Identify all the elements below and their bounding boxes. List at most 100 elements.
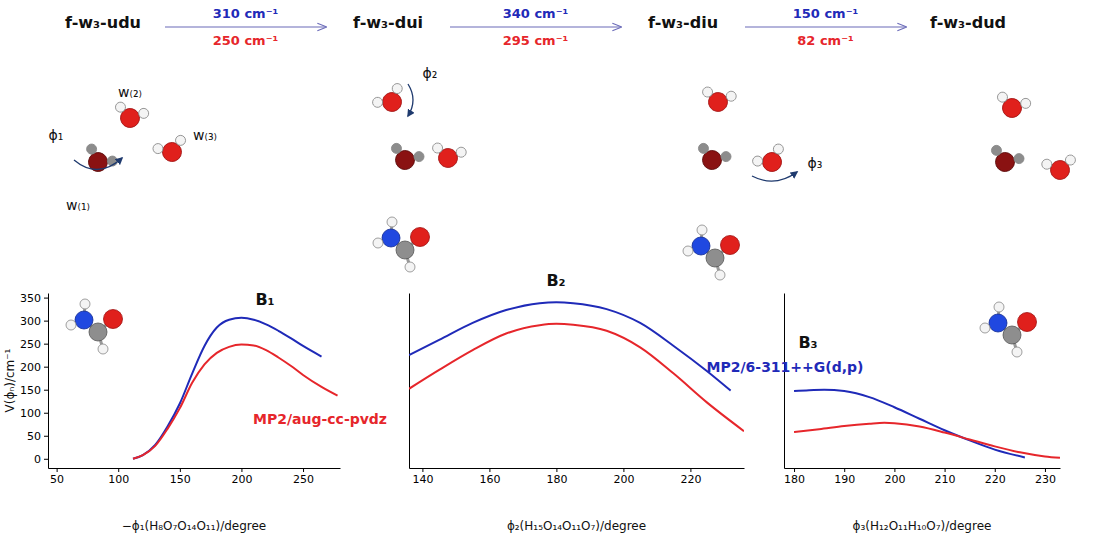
- axis-line: [49, 468, 341, 469]
- oxygen: [721, 236, 740, 255]
- molecule-label: w₍₂₎: [118, 84, 142, 100]
- tick: 160: [479, 468, 500, 486]
- hydrogen: [85, 142, 99, 156]
- oxygen: [1018, 313, 1037, 332]
- tick-label: 300: [20, 315, 41, 328]
- annotation: MP2/6-311++G(d,p): [707, 359, 864, 375]
- hydrogen: [152, 142, 165, 155]
- axis-line: [410, 468, 745, 469]
- hydrogen: [390, 82, 404, 96]
- hydrogen: [715, 270, 725, 280]
- barrier-label: 250 cm⁻¹: [213, 33, 278, 48]
- water: [79, 142, 120, 178]
- tick-mark: [623, 468, 624, 472]
- tick-mark: [945, 468, 946, 472]
- structure-label: f-w₃-dud: [930, 13, 1006, 32]
- tick: 220: [985, 468, 1006, 486]
- hydrogen: [455, 146, 467, 158]
- tick-mark: [995, 468, 996, 472]
- tick-label: 350: [20, 292, 41, 305]
- tick: 300: [20, 315, 48, 328]
- water: [993, 91, 1032, 122]
- water: [430, 142, 467, 170]
- series-line: [409, 324, 744, 431]
- nitrogen: [75, 311, 93, 329]
- molecule-label: w₍₃₎: [193, 127, 217, 143]
- hydrogen: [1013, 152, 1026, 165]
- tick-label: 100: [20, 407, 41, 420]
- plot-area: [794, 390, 1060, 458]
- nitrogen: [692, 237, 710, 255]
- hydrogen: [725, 90, 737, 102]
- plot-area: [409, 302, 744, 431]
- tick: 180: [784, 468, 805, 486]
- structure-label: f-w₃-diu: [648, 13, 718, 32]
- tick-label: 180: [546, 473, 567, 486]
- tick-label: 180: [784, 473, 805, 486]
- tick-mark: [44, 344, 48, 345]
- tick-label: 140: [412, 473, 433, 486]
- x-axis: 180190200210220230: [784, 468, 1060, 486]
- tick-mark: [44, 390, 48, 391]
- tick: 50: [27, 430, 48, 443]
- tick-mark: [44, 367, 48, 368]
- tick-mark: [556, 468, 557, 472]
- tick-label: 100: [108, 473, 129, 486]
- water: [386, 142, 426, 175]
- transition-arrow: [450, 26, 621, 27]
- carbon: [89, 323, 107, 341]
- panel-title: B₁: [255, 290, 274, 309]
- tick-label: 200: [884, 473, 905, 486]
- tick-label: 250: [20, 338, 41, 351]
- tick-label: 50: [50, 473, 64, 486]
- hydrogen: [387, 217, 397, 227]
- panel: 50100150200250050100150200250300350−ϕ₁(H…: [3, 290, 387, 533]
- axis-line: [409, 294, 410, 469]
- tick-mark: [57, 468, 58, 472]
- x-axis-title: ϕ₃(H₁₂O₁₁H₁₀O₇)/degree: [853, 519, 992, 533]
- tick-mark: [118, 468, 119, 472]
- tick-mark: [489, 468, 490, 472]
- hydrogen: [702, 86, 714, 98]
- hydrogen: [697, 142, 710, 155]
- rotation-arrow: [752, 172, 797, 181]
- hydrogen: [174, 134, 187, 147]
- tick: 50: [50, 468, 64, 486]
- hydrogen: [80, 299, 90, 309]
- barrier-label: 150 cm⁻¹: [793, 6, 858, 21]
- transition-arrow: [745, 26, 906, 27]
- tick: 250: [293, 468, 314, 486]
- tick: 200: [20, 361, 48, 374]
- tick-label: 190: [834, 473, 855, 486]
- water: [152, 134, 192, 167]
- hydrogen: [114, 101, 126, 113]
- water: [111, 101, 150, 132]
- hydrogen: [994, 302, 1004, 312]
- molecule-label: w₍₁₎: [66, 197, 90, 213]
- axis-line: [784, 294, 785, 469]
- tick-mark: [422, 468, 423, 472]
- formamide: [683, 225, 740, 280]
- carbon: [706, 249, 724, 267]
- barrier-label: 340 cm⁻¹: [503, 6, 568, 21]
- barrier-label: 82 cm⁻¹: [797, 33, 853, 48]
- panel: 180190200210220230ϕ₃(H₁₂O₁₁H₁₀O₇)/degree…: [707, 294, 1061, 534]
- tick: 200: [884, 468, 905, 486]
- tick: 100: [20, 407, 48, 420]
- tick: 150: [20, 384, 48, 397]
- x-axis-title: −ϕ₁(H₈O₇O₁₄O₁₁)/degree: [122, 519, 266, 533]
- panel-title: B₃: [798, 333, 817, 352]
- formamide: [373, 217, 430, 272]
- tick-mark: [894, 468, 895, 472]
- hydrogen: [432, 142, 444, 154]
- tick: 0: [34, 453, 48, 466]
- water: [1041, 154, 1078, 182]
- y-axis: [784, 294, 785, 469]
- tick: 220: [680, 468, 701, 486]
- tick: 140: [412, 468, 433, 486]
- barrier-label: 295 cm⁻¹: [503, 33, 568, 48]
- hydrogen: [373, 238, 383, 248]
- tick-mark: [44, 459, 48, 460]
- tick-label: 0: [34, 453, 41, 466]
- molecule-label: ϕ₂: [423, 65, 438, 81]
